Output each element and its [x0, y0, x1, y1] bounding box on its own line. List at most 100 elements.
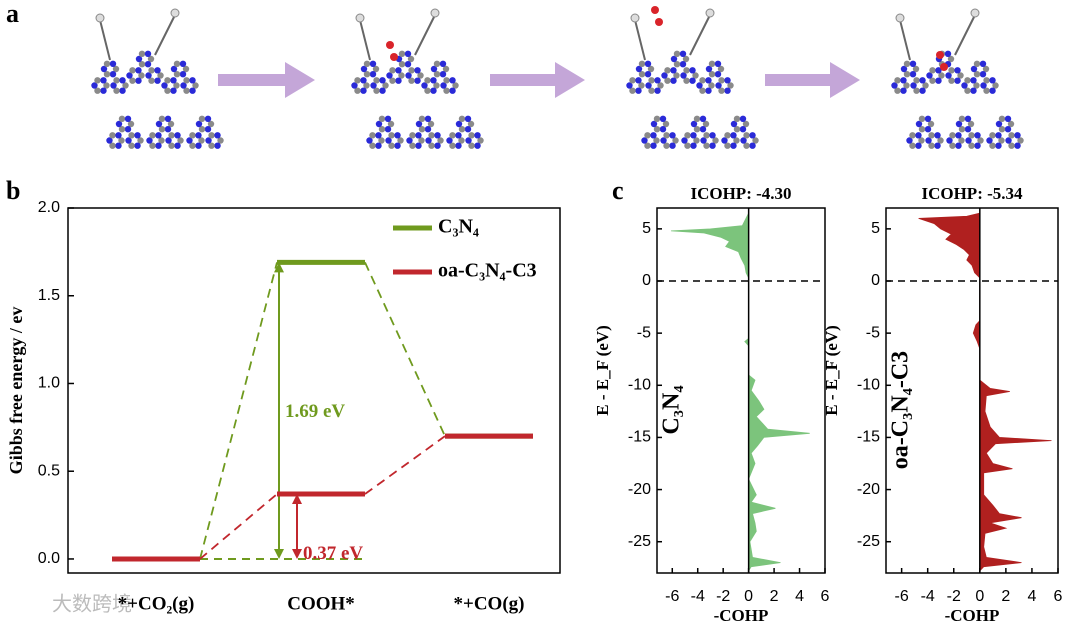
atom	[430, 87, 437, 94]
atom	[693, 137, 700, 144]
atom	[979, 70, 987, 78]
atom	[100, 87, 107, 94]
atom	[434, 132, 441, 139]
atom	[752, 137, 759, 144]
atom	[909, 60, 917, 68]
atom	[100, 65, 108, 73]
cohp-area	[670, 213, 810, 573]
atom	[204, 125, 212, 133]
atom	[954, 77, 961, 84]
atom	[110, 82, 117, 89]
atom	[124, 115, 132, 123]
atom	[119, 87, 126, 94]
atom	[168, 132, 175, 139]
atom	[672, 137, 679, 144]
connector	[199, 493, 278, 560]
atom	[468, 132, 475, 139]
atom	[442, 65, 450, 73]
atom	[439, 70, 447, 78]
atom	[446, 137, 453, 144]
bond	[154, 14, 176, 56]
atom	[170, 77, 177, 84]
atom	[439, 60, 447, 68]
x-tick-label: 2	[1001, 588, 1010, 605]
atom	[395, 77, 402, 84]
atom	[995, 120, 1003, 128]
atom	[705, 8, 715, 18]
atom	[149, 142, 156, 149]
atom	[705, 77, 712, 84]
atom	[727, 82, 734, 89]
atom	[137, 137, 144, 144]
atom	[925, 137, 932, 144]
atom	[418, 137, 425, 144]
atom	[389, 67, 396, 74]
atom	[430, 77, 437, 84]
atom	[995, 142, 1002, 149]
atom	[373, 87, 380, 94]
atom	[91, 82, 98, 89]
atom	[217, 137, 224, 144]
atom	[948, 77, 955, 84]
atom	[158, 125, 166, 133]
atom	[1017, 137, 1024, 144]
y-tick-label: 1.0	[38, 375, 60, 392]
atom	[378, 137, 385, 144]
atom	[922, 82, 929, 89]
atom	[384, 115, 392, 123]
atom	[929, 67, 936, 74]
atom	[903, 60, 911, 68]
atom	[174, 142, 181, 149]
atom	[170, 8, 180, 18]
connector	[364, 262, 446, 437]
atom	[1008, 132, 1015, 139]
atom	[443, 87, 450, 94]
atom	[449, 142, 456, 149]
atom	[1004, 125, 1012, 133]
atom	[964, 87, 971, 94]
atom	[958, 115, 966, 123]
atom	[629, 87, 636, 94]
atom	[909, 132, 916, 139]
atom	[386, 72, 393, 79]
atom	[644, 70, 652, 78]
atom	[428, 132, 435, 139]
chart-title: ICOHP: -5.34	[921, 184, 1023, 203]
atom	[375, 142, 382, 149]
atom	[924, 125, 932, 133]
atom	[189, 142, 196, 149]
atom	[730, 142, 737, 149]
atom	[995, 132, 1002, 139]
bond	[634, 19, 646, 61]
atom	[957, 72, 964, 79]
atom	[408, 67, 415, 74]
atom	[198, 125, 206, 133]
atom	[119, 77, 126, 84]
atom	[653, 115, 661, 123]
atom	[164, 87, 171, 94]
arrow-head	[274, 262, 284, 273]
atom	[918, 125, 926, 133]
atom	[689, 77, 696, 84]
atom	[183, 77, 190, 84]
atom	[940, 63, 948, 71]
x-tick-label: 0	[744, 588, 753, 605]
y-tick-label: 5	[871, 220, 880, 237]
atom	[749, 132, 756, 139]
connector	[364, 435, 446, 495]
bond	[899, 19, 911, 61]
y-tick-label: -20	[857, 481, 880, 498]
atom	[390, 53, 398, 61]
atom	[407, 55, 415, 63]
atom	[433, 82, 440, 89]
atom	[648, 87, 655, 94]
atom	[424, 115, 432, 123]
atom	[122, 82, 129, 89]
atom	[375, 120, 383, 128]
atom	[464, 125, 472, 133]
y-tick-label: -20	[628, 481, 651, 498]
atom	[351, 82, 358, 89]
atom	[100, 77, 107, 84]
atom	[170, 65, 178, 73]
